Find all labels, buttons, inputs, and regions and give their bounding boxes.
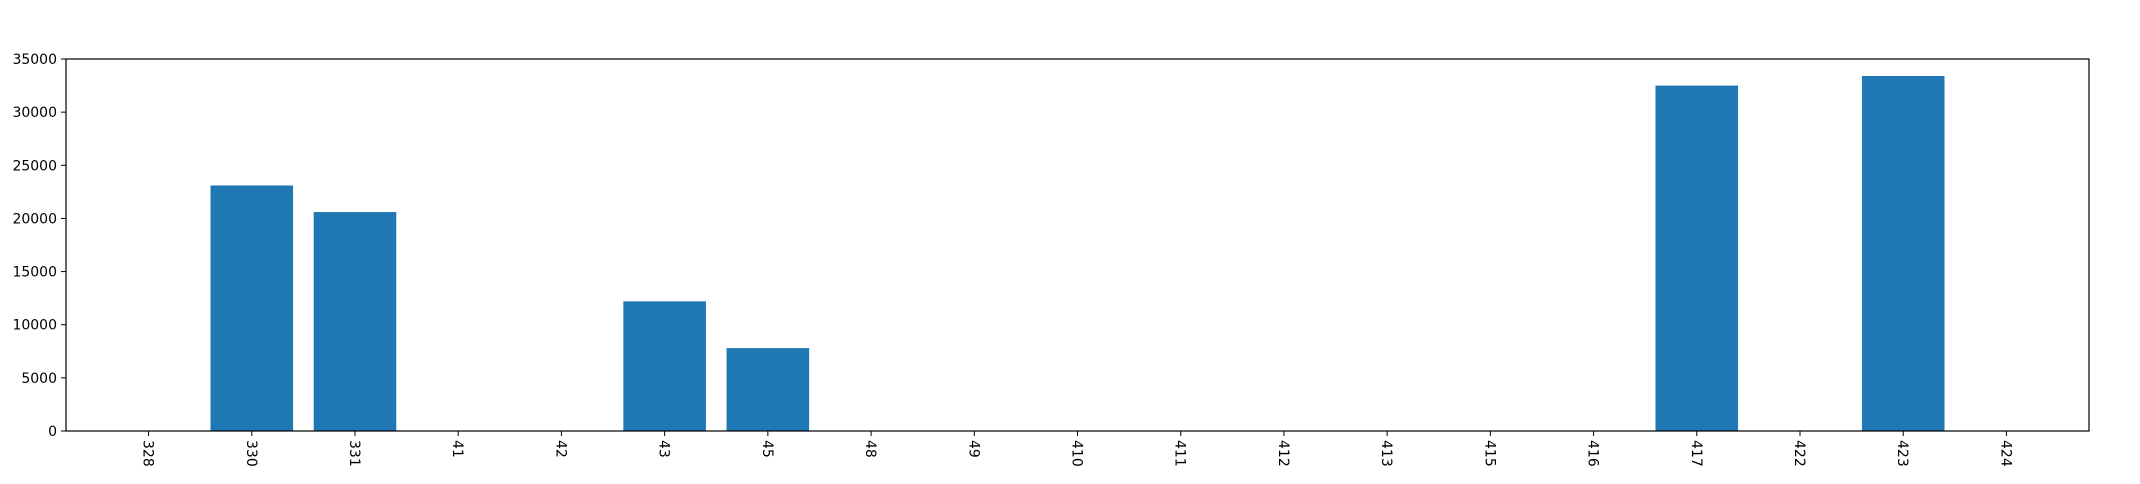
- x-tick-label-422: 422: [1791, 440, 1807, 467]
- x-tick-label-331: 331: [346, 440, 362, 467]
- bars-group: [210, 76, 1945, 432]
- x-tick-label-412: 412: [1275, 440, 1291, 467]
- x-tick-label-43: 43: [656, 440, 672, 458]
- bar-43: [623, 301, 706, 431]
- x-tick-label-328: 328: [140, 440, 156, 467]
- y-tick-label-10000: 10000: [12, 318, 57, 334]
- y-tick-label-35000: 35000: [12, 52, 57, 68]
- bar-330: [210, 185, 294, 431]
- x-tick-label-45: 45: [759, 440, 775, 458]
- y-tick-label-5000: 5000: [21, 371, 57, 387]
- x-tick-label-330: 330: [243, 440, 259, 467]
- y-tick-label-0: 0: [48, 424, 57, 440]
- x-tick-label-424: 424: [1997, 440, 2013, 467]
- y-tick-label-30000: 30000: [12, 105, 57, 121]
- plot-frame: [65, 58, 2090, 432]
- x-tick-label-413: 413: [1378, 440, 1394, 467]
- x-tick-label-41: 41: [449, 440, 465, 458]
- x-tick-label-42: 42: [552, 440, 568, 458]
- x-tick-label-416: 416: [1585, 440, 1601, 467]
- y-tick-label-25000: 25000: [12, 158, 57, 174]
- x-tick-label-411: 411: [1172, 440, 1188, 467]
- bar-331: [313, 212, 397, 431]
- bar-417: [1655, 85, 1739, 432]
- bar-45: [726, 348, 810, 431]
- x-tick-label-423: 423: [1894, 440, 1910, 467]
- x-tick-label-410: 410: [1069, 440, 1085, 467]
- x-tick-label-415: 415: [1481, 440, 1497, 467]
- x-tick-label-417: 417: [1688, 440, 1704, 467]
- y-tick-label-20000: 20000: [12, 211, 57, 227]
- x-tick-label-49: 49: [965, 440, 981, 458]
- x-tick-label-48: 48: [862, 440, 878, 458]
- x-axis: 328 330 331 41 42 43 45 48 49 410 411 412 413 415 416 4…: [140, 431, 2013, 467]
- bar-423: [1861, 76, 1945, 432]
- y-axis: 0 5000 10000 15000 20000 25000 30000 35000: [12, 52, 66, 440]
- y-tick-label-15000: 15000: [12, 265, 57, 281]
